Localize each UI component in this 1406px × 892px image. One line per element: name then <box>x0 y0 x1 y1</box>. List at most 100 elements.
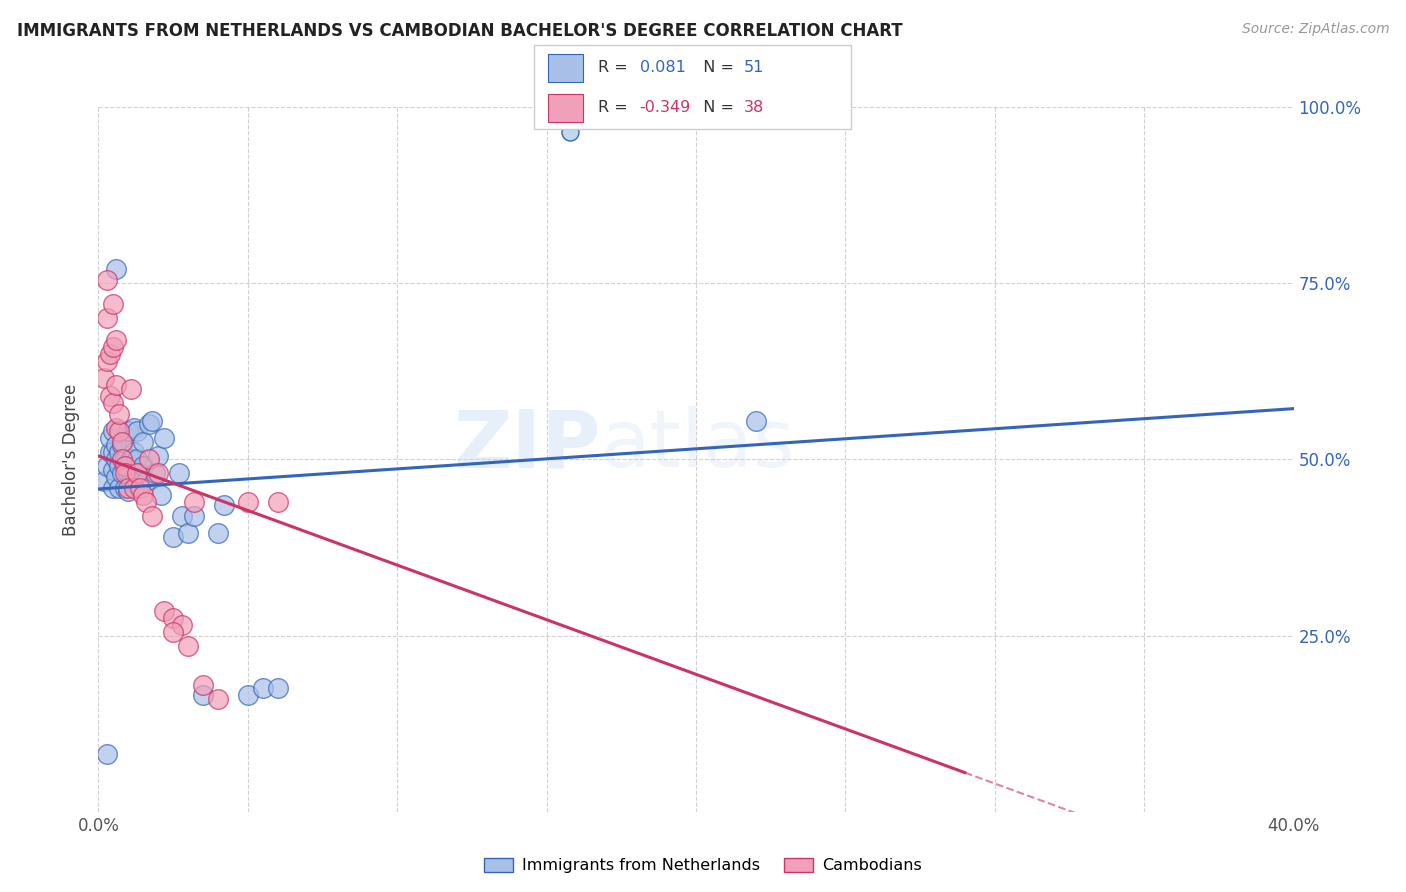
Point <box>96 353 118 368</box>
Point <box>114 481 136 495</box>
Y-axis label: Bachelor's Degree: Bachelor's Degree <box>62 384 80 535</box>
Text: N =: N = <box>693 101 740 115</box>
Point <box>117 424 139 438</box>
Point <box>252 681 274 696</box>
Point <box>236 689 259 703</box>
Point <box>108 481 131 495</box>
Point <box>124 481 146 495</box>
Point <box>103 445 125 459</box>
Point <box>207 692 229 706</box>
Point <box>183 494 205 508</box>
Point <box>108 445 131 459</box>
Text: ZIP: ZIP <box>453 406 600 484</box>
Point <box>162 530 184 544</box>
Point <box>153 604 176 618</box>
Point <box>129 467 152 481</box>
Legend: Immigrants from Netherlands, Cambodians: Immigrants from Netherlands, Cambodians <box>478 851 928 880</box>
Point <box>127 424 149 438</box>
Point <box>148 467 170 481</box>
Point <box>138 452 160 467</box>
Point <box>267 494 290 508</box>
Point <box>183 508 205 523</box>
Point <box>93 474 115 488</box>
Point <box>105 333 128 347</box>
Point <box>103 481 125 495</box>
Point <box>153 431 176 445</box>
Point <box>114 459 136 474</box>
Point <box>267 681 290 696</box>
Point <box>141 414 163 428</box>
Point <box>167 467 190 481</box>
Point <box>172 508 194 523</box>
Point <box>127 452 149 467</box>
Text: Source: ZipAtlas.com: Source: ZipAtlas.com <box>1241 22 1389 37</box>
Text: 38: 38 <box>744 101 763 115</box>
Point <box>96 747 118 761</box>
Point <box>103 340 125 354</box>
Point <box>111 452 134 467</box>
Point <box>148 449 170 463</box>
Point <box>105 420 128 434</box>
Point <box>162 625 184 640</box>
Point <box>191 678 214 692</box>
Point <box>98 389 122 403</box>
Point <box>98 431 122 445</box>
Point <box>132 459 155 474</box>
Point <box>207 526 229 541</box>
Point <box>114 467 136 481</box>
Text: IMMIGRANTS FROM NETHERLANDS VS CAMBODIAN BACHELOR'S DEGREE CORRELATION CHART: IMMIGRANTS FROM NETHERLANDS VS CAMBODIAN… <box>17 22 903 40</box>
Point <box>117 467 139 481</box>
Point <box>103 396 125 410</box>
Point <box>177 526 200 541</box>
Point <box>105 378 128 392</box>
Point <box>172 618 194 632</box>
Point <box>117 481 139 495</box>
Point <box>105 438 128 452</box>
Text: R =: R = <box>598 61 633 75</box>
Point <box>105 262 128 277</box>
Point <box>103 297 125 311</box>
Point <box>150 487 173 501</box>
Point <box>98 346 122 360</box>
Point <box>105 470 128 484</box>
Point <box>143 467 166 481</box>
Point <box>127 467 149 481</box>
Point <box>96 273 118 287</box>
Point <box>141 508 163 523</box>
Point <box>111 438 134 452</box>
Point <box>212 498 235 512</box>
Text: 51: 51 <box>744 61 763 75</box>
Point <box>135 494 157 508</box>
Point <box>93 371 115 385</box>
Point <box>108 407 131 421</box>
Text: 0.081: 0.081 <box>640 61 686 75</box>
Point <box>120 474 142 488</box>
Point <box>129 481 152 495</box>
Point <box>103 424 125 438</box>
Point <box>96 459 118 474</box>
Point <box>236 494 259 508</box>
Point <box>111 467 134 481</box>
Point <box>191 689 214 703</box>
Point <box>114 452 136 467</box>
Point <box>120 452 142 467</box>
Text: R =: R = <box>598 101 633 115</box>
Point <box>96 311 118 326</box>
Point <box>124 445 146 459</box>
Point <box>132 487 155 501</box>
Point <box>120 382 142 396</box>
Point <box>111 434 134 449</box>
Point <box>98 445 122 459</box>
Text: N =: N = <box>693 61 740 75</box>
Point <box>132 434 155 449</box>
Point <box>108 459 131 474</box>
Text: -0.349: -0.349 <box>640 101 690 115</box>
Point <box>105 452 128 467</box>
Point <box>135 474 157 488</box>
Point <box>117 484 139 499</box>
Point <box>138 417 160 431</box>
Point <box>162 611 184 625</box>
Point <box>103 463 125 477</box>
Point <box>745 414 768 428</box>
Point <box>1267 125 1289 139</box>
